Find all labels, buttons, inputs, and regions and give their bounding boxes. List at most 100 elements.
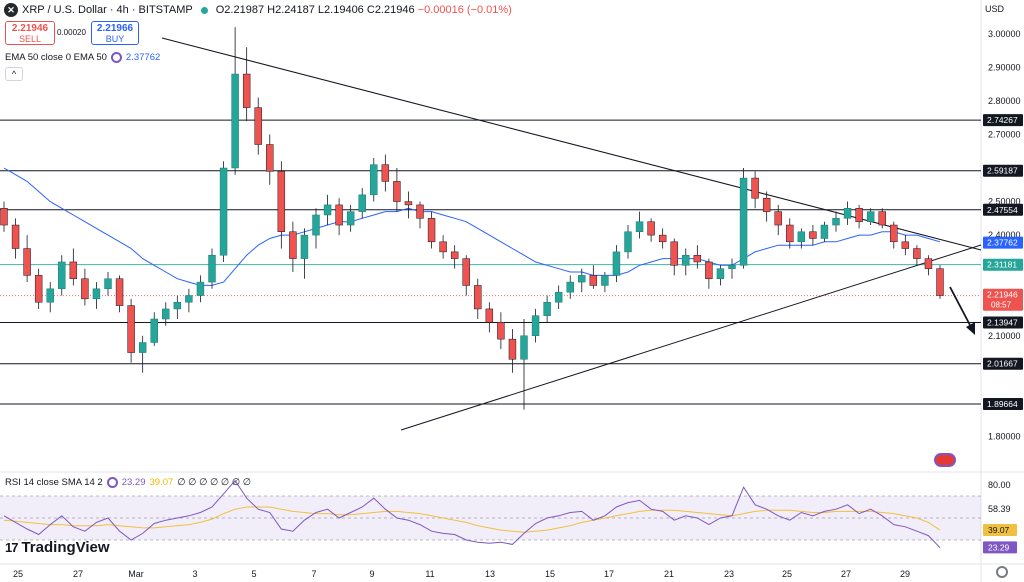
candle[interactable] [635,221,644,233]
candle[interactable] [855,208,863,222]
rsi-line[interactable] [3,479,941,549]
candle[interactable] [231,73,239,169]
rsi-sma-line[interactable] [3,506,941,533]
candle[interactable] [508,338,517,360]
candle[interactable] [693,254,702,263]
candle[interactable] [716,268,725,279]
candle[interactable] [254,107,262,145]
candle[interactable] [843,208,852,219]
candle[interactable] [786,224,794,243]
candle[interactable] [901,241,910,249]
candle[interactable] [520,335,528,360]
candle[interactable] [219,167,228,256]
candle[interactable] [393,181,401,202]
sell-button[interactable]: 2.21946 SELL [5,21,55,45]
candle[interactable] [474,285,482,310]
lower-trendline[interactable] [400,244,982,431]
ema-legend[interactable]: EMA 50 close 0 EMA 50 2.37762 [5,52,160,63]
buy-button[interactable]: 2.21966 BUY [91,21,139,45]
chart-settings-gear-icon[interactable] [996,566,1008,578]
candle[interactable] [346,211,355,226]
candle[interactable] [820,224,829,239]
candle[interactable] [335,204,343,226]
candle[interactable] [127,305,135,353]
candle[interactable] [450,251,459,259]
candle[interactable] [566,281,574,293]
candle[interactable] [323,204,332,216]
candle[interactable] [0,208,8,226]
candle[interactable] [913,248,921,259]
candle[interactable] [543,301,551,316]
candle[interactable] [300,234,309,259]
xrp-logo-icon[interactable]: ✕ [4,3,18,17]
candle[interactable] [138,342,147,353]
candle[interactable] [647,221,655,236]
candle[interactable] [762,197,771,212]
candle[interactable] [69,261,78,279]
candle[interactable] [866,211,875,222]
candle[interactable] [890,224,898,243]
candle[interactable] [670,241,678,266]
currency-label[interactable]: USD [985,4,1005,14]
candle[interactable] [404,201,413,206]
tradingview-logo[interactable]: 17 TradingView [5,539,110,556]
candle[interactable] [46,288,54,303]
candle[interactable] [427,218,436,243]
candle[interactable] [497,322,505,340]
candle[interactable] [554,291,563,303]
candle[interactable] [289,231,297,259]
rsi-settings-icon[interactable] [106,477,118,488]
candle[interactable] [34,275,43,303]
candle[interactable] [23,248,31,276]
candle[interactable] [531,315,540,337]
candle[interactable] [81,278,89,300]
candle[interactable] [797,231,806,243]
ema-50-line[interactable] [3,167,941,286]
candle[interactable] [878,211,886,226]
candle[interactable] [439,241,447,253]
rsi-legend[interactable]: RSI 14 close SMA 14 2 23.29 39.07 ∅ ∅ ∅ … [5,477,251,488]
candle[interactable] [601,275,609,286]
candle[interactable] [485,308,494,323]
candle[interactable] [682,254,690,266]
symbol-title[interactable]: XRP / U.S. Dollar · 4h · BITSTAMP [22,4,193,16]
candle[interactable] [728,265,736,269]
candle[interactable] [185,295,193,303]
candle[interactable] [578,275,586,283]
down-arrow-line[interactable] [949,286,972,328]
candle[interactable] [370,164,378,196]
candle[interactable] [751,177,759,199]
candle[interactable] [266,144,274,172]
candle[interactable] [462,258,470,286]
indicator-settings-icon[interactable] [110,52,122,63]
candle[interactable] [739,177,748,266]
candle[interactable] [381,164,390,182]
collapse-legend-button[interactable]: ^ [5,67,23,81]
candle[interactable] [832,218,840,226]
candle[interactable] [612,251,621,276]
candle[interactable] [624,231,632,253]
candle[interactable] [208,254,216,283]
candle[interactable] [58,261,66,290]
candle[interactable] [92,288,101,300]
candle[interactable] [150,318,158,343]
candle[interactable] [658,234,667,243]
candle[interactable] [358,194,366,212]
candle[interactable] [809,231,817,239]
candle[interactable] [162,308,170,320]
candle[interactable] [196,281,205,296]
candle[interactable] [705,261,713,279]
candle[interactable] [936,268,944,296]
candle[interactable] [416,204,424,219]
candle[interactable] [242,73,251,108]
candle[interactable] [173,301,182,310]
candle[interactable] [11,224,20,249]
candle[interactable] [104,278,112,290]
candle[interactable] [589,275,598,286]
candle[interactable] [924,258,933,269]
candle[interactable] [115,278,124,306]
candle[interactable] [774,211,782,226]
candle[interactable] [277,171,286,233]
us-flag-icon[interactable] [934,453,956,467]
